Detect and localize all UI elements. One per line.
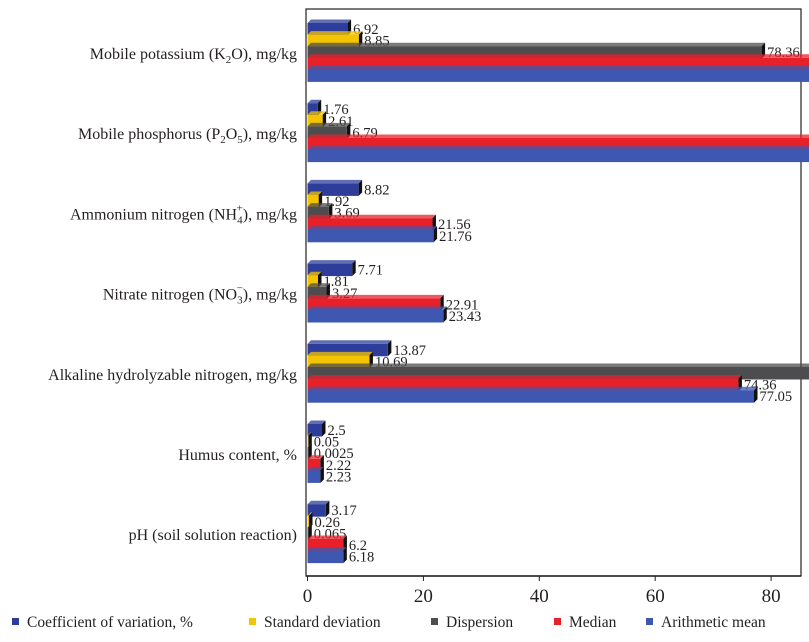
plot-frame [305, 8, 802, 577]
legend-swatch [249, 618, 256, 625]
legend-swatch [431, 618, 438, 625]
legend-swatch [12, 618, 19, 625]
legend-entry: Coefficient of variation, % [27, 614, 193, 631]
data-label: 2.23 [326, 469, 351, 485]
legend-entry: Median [569, 614, 617, 631]
category-label: Humus content, % [178, 447, 297, 464]
legend-swatch [554, 618, 561, 625]
bar [307, 271, 322, 288]
category-label: pH (soil solution reaction) [129, 527, 297, 544]
data-label: 77.05 [760, 389, 793, 405]
category-label: Nitrate nitrogen (NO3−), mg/kg [103, 283, 297, 307]
category-label: Ammonium nitrogen (NH4+), mg/kg [70, 202, 297, 226]
bar [307, 146, 809, 163]
x-tick-label: 60 [646, 586, 665, 607]
bar [307, 386, 758, 403]
legend-entry: Arithmetic mean [661, 614, 766, 631]
x-tick-label: 80 [762, 586, 781, 607]
data-label: 1.76 [323, 102, 348, 118]
data-label: 8.82 [364, 182, 389, 198]
x-tick-label: 0 [303, 586, 313, 607]
legend-swatch [646, 618, 653, 625]
data-label: 2.5 [327, 423, 345, 439]
legend-entry: Dispersion [446, 614, 513, 631]
data-label: 2.22 [326, 458, 351, 474]
data-label: 6.18 [349, 550, 374, 566]
data-label: 22.91 [446, 297, 479, 313]
category-label: Mobile potassium (K2O), mg/kg [90, 46, 297, 66]
category-label: Mobile phosphorus (P2O5), mg/kg [78, 126, 297, 146]
bar [307, 466, 324, 483]
legend-entry: Standard deviation [264, 614, 381, 631]
x-tick-label: 20 [414, 586, 433, 607]
data-label: 21.76 [439, 229, 472, 245]
x-tick-label: 40 [530, 586, 549, 607]
data-label: 0.26 [315, 515, 340, 531]
data-label: 21.56 [438, 217, 471, 233]
data-label: 3.17 [331, 503, 356, 519]
bar [307, 226, 438, 243]
bar [307, 65, 809, 82]
data-label: 23.43 [449, 309, 482, 325]
data-label: 7.71 [358, 263, 383, 279]
category-label: Alkaline hydrolyzable nitrogen, mg/kg [48, 367, 297, 384]
data-label: 0.05 [314, 435, 339, 451]
bar [307, 306, 447, 323]
data-label: 6.2 [349, 538, 367, 554]
bar [307, 547, 347, 564]
data-label: 13.87 [393, 343, 426, 359]
